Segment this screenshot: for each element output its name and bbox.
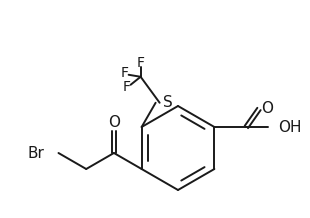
Text: OH: OH bbox=[278, 119, 302, 135]
Text: F: F bbox=[121, 66, 129, 80]
Text: O: O bbox=[261, 101, 273, 116]
Text: F: F bbox=[137, 56, 145, 70]
Text: S: S bbox=[163, 95, 172, 110]
Text: O: O bbox=[108, 114, 120, 129]
Text: Br: Br bbox=[28, 145, 45, 160]
Text: F: F bbox=[123, 80, 131, 94]
